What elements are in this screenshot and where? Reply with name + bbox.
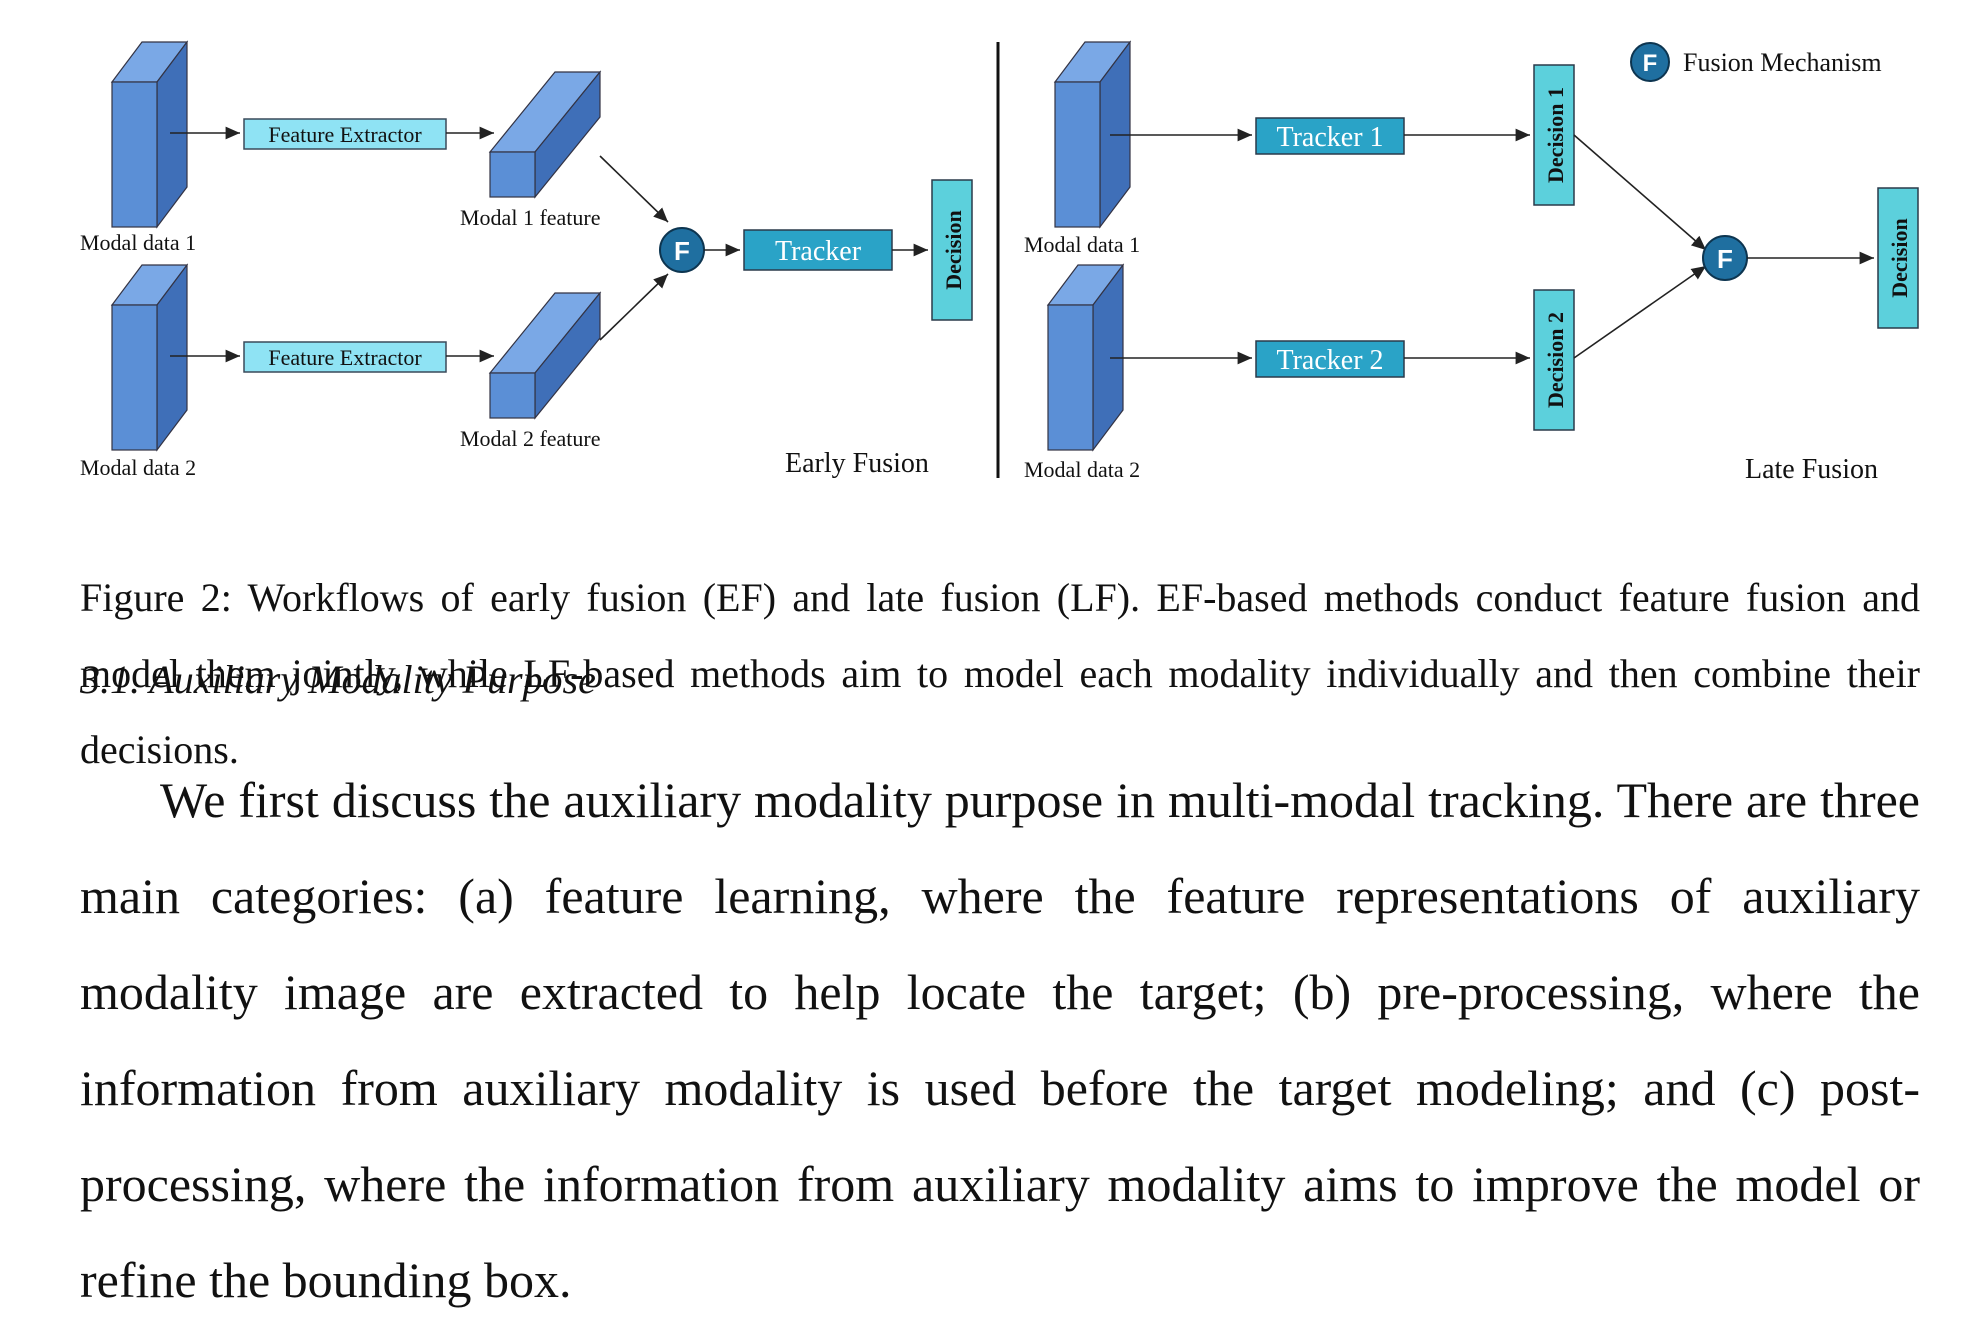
modal-2-feature-label: Modal 2 feature	[460, 426, 601, 451]
tracker-2-box	[1255, 340, 1405, 378]
section-heading: 3.1. Auxiliary Modality Purpose	[80, 657, 596, 702]
decision-1-box	[1533, 64, 1575, 206]
feature-extractor-1-label: Feature Extractor	[268, 122, 422, 147]
svg-text:F: F	[1717, 244, 1733, 274]
late-modal-data-2-label: Modal data 2	[1024, 457, 1140, 482]
feature-extractor-2-label: Feature Extractor	[268, 345, 422, 370]
decision-2-label: Decision 2	[1543, 312, 1568, 408]
early-modal-data-1-label: Modal data 1	[80, 230, 196, 255]
early-tracker-label: Tracker	[775, 236, 862, 267]
fusion-legend: F Fusion Mechanism	[1630, 42, 1882, 82]
svg-text:F: F	[674, 236, 690, 266]
early-modal-data-2-label: Modal data 2	[80, 455, 196, 480]
late-fusion-title: Late Fusion	[1745, 454, 1878, 485]
modal-1-feature-cube	[489, 71, 601, 198]
fusion-legend-icon	[1630, 42, 1670, 82]
early-fusion-title: Early Fusion	[785, 448, 929, 479]
early-decision-box	[931, 179, 973, 321]
feature-extractor-2-box	[243, 341, 447, 373]
figure-caption: Figure 2: Workflows of early fusion (EF)…	[80, 575, 1920, 772]
late-modal-data-1-label: Modal data 1	[1024, 232, 1140, 257]
body-paragraph-text: We first discuss the auxiliary modality …	[80, 772, 1920, 1308]
early-modal-data-2-cube	[111, 264, 188, 451]
late-fusion-diagram: Modal data 1 Modal data 2 Tracker 1 Trac…	[1024, 41, 1919, 485]
feature-extractor-1-box	[243, 118, 447, 150]
modal-1-feature-label: Modal 1 feature	[460, 205, 601, 230]
fusion-legend-label: Fusion Mechanism	[1683, 48, 1882, 77]
tracker-1-label: Tracker 1	[1276, 122, 1383, 153]
late-decision-label: Decision	[1887, 218, 1912, 297]
svg-text:F: F	[1643, 50, 1658, 77]
fusion-workflow-figure: F Fusion Mechanism Modal data 1 Modal da…	[80, 41, 1919, 485]
early-modal-data-1-cube	[111, 41, 188, 228]
early-fusion-diagram: Modal data 1 Modal data 2 Feature Extrac…	[80, 41, 973, 480]
tracker-1-box	[1255, 117, 1405, 155]
early-decision-label: Decision	[941, 210, 966, 289]
tracker-2-label: Tracker 2	[1276, 345, 1383, 376]
body-paragraph: We first discuss the auxiliary modality …	[80, 752, 1920, 1328]
decision-2-box	[1533, 289, 1575, 431]
decision-1-label: Decision 1	[1543, 87, 1568, 183]
modal-2-feature-cube	[489, 292, 601, 419]
late-decision-box	[1877, 187, 1919, 329]
